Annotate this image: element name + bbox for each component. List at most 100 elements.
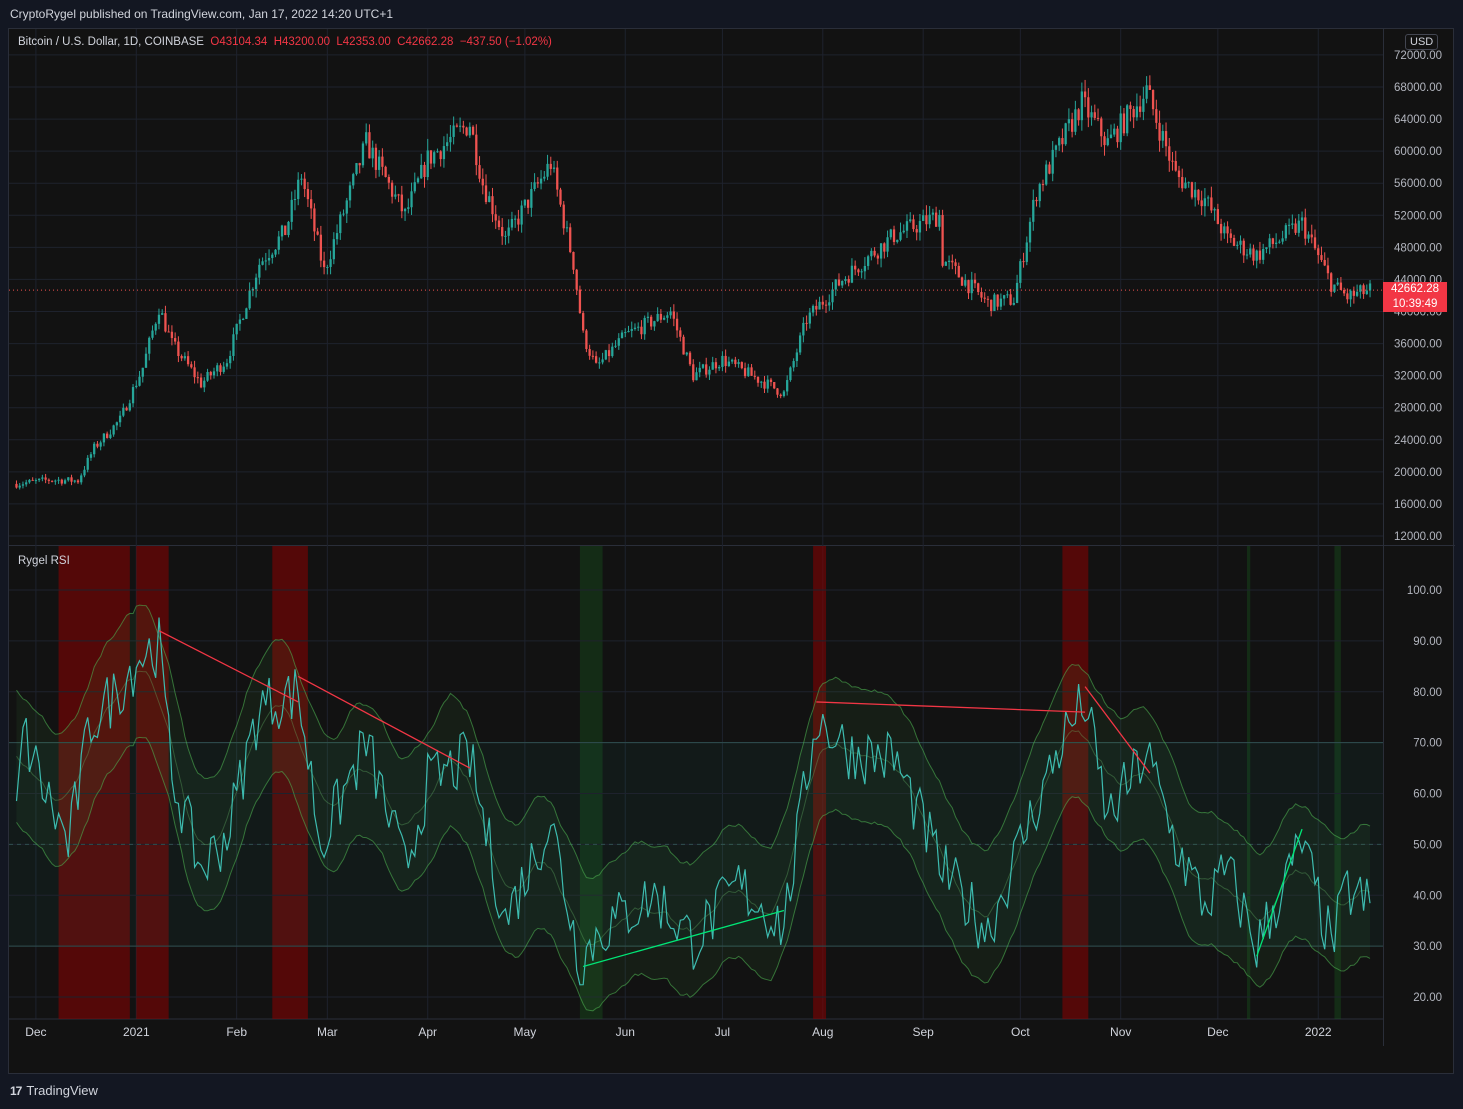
time-axis-label[interactable]: Oct <box>1011 1025 1030 1039</box>
price-axis-label[interactable]: 24000.00 <box>1394 435 1442 447</box>
price-axis-label[interactable]: 32000.00 <box>1394 371 1442 383</box>
time-axis-label[interactable]: 2021 <box>123 1025 150 1039</box>
price-axis-label[interactable]: 68000.00 <box>1394 82 1442 94</box>
candle-body <box>750 367 753 376</box>
candle-body <box>148 337 151 354</box>
price-axis-label[interactable]: 48000.00 <box>1394 242 1442 254</box>
rsi-axis-label[interactable]: 90.00 <box>1413 636 1442 648</box>
price-axis-label[interactable]: 28000.00 <box>1394 403 1442 415</box>
candle-body <box>1009 294 1012 305</box>
candle-body <box>808 312 811 324</box>
candle-body <box>883 243 886 252</box>
candle-body <box>1061 138 1064 145</box>
candle-body <box>1109 134 1113 139</box>
candle-body <box>497 220 501 228</box>
currency-badge[interactable]: USD <box>1405 34 1439 50</box>
candle-body <box>1359 285 1362 292</box>
candle-body <box>329 259 332 267</box>
candle-body <box>1090 112 1093 118</box>
time-axis-label[interactable]: Feb <box>226 1025 247 1039</box>
price-axis-label[interactable]: 72000.00 <box>1394 50 1442 62</box>
candle-body <box>504 235 507 237</box>
candle-body <box>614 345 617 347</box>
candle-body <box>912 219 915 230</box>
time-axis-label[interactable]: Dec <box>1207 1025 1228 1039</box>
candle-body <box>1077 109 1080 121</box>
candle-body <box>433 152 436 164</box>
time-axis-label[interactable]: 2022 <box>1305 1025 1332 1039</box>
overbought-zone <box>1062 546 1089 1019</box>
candle-body <box>656 313 659 322</box>
candle-body <box>300 178 303 180</box>
rsi-axis-label[interactable]: 20.00 <box>1413 992 1442 1004</box>
price-axis-label[interactable]: 64000.00 <box>1394 114 1442 126</box>
candle-body <box>692 364 695 381</box>
price-axis-label[interactable]: 20000.00 <box>1394 467 1442 479</box>
candle-body <box>1206 197 1210 199</box>
symbol-name[interactable]: Bitcoin / U.S. Dollar, 1D, COINBASE <box>18 36 204 48</box>
candle-body <box>1255 250 1258 261</box>
candle-body <box>964 280 967 286</box>
candle-body <box>860 271 863 273</box>
time-axis-label[interactable]: May <box>514 1025 537 1039</box>
time-axis-label[interactable]: Aug <box>812 1025 833 1039</box>
time-axis-label[interactable]: Jun <box>616 1025 635 1039</box>
candle-body <box>582 313 585 331</box>
bar-countdown: 10:39:49 <box>1392 298 1438 310</box>
candle-body <box>484 185 488 203</box>
candle-body <box>1197 189 1200 201</box>
rsi-axis-label[interactable]: 100.00 <box>1407 585 1442 597</box>
candle-body <box>507 227 510 236</box>
price-axis-label[interactable]: 16000.00 <box>1394 499 1442 511</box>
candle-body <box>834 279 837 290</box>
candle-body <box>251 289 255 291</box>
candle-body <box>941 214 944 266</box>
candle-body <box>387 176 391 183</box>
price-axis-label[interactable]: 52000.00 <box>1394 210 1442 222</box>
time-axis-label[interactable]: Dec <box>25 1025 46 1039</box>
candle-body <box>873 250 876 256</box>
candle-body <box>1349 290 1352 300</box>
time-axis-label[interactable]: Mar <box>317 1025 338 1039</box>
candle-body <box>734 359 737 365</box>
rsi-axis-label[interactable]: 50.00 <box>1413 839 1442 851</box>
candle-body <box>102 433 106 443</box>
time-axis-label[interactable]: Sep <box>912 1025 934 1039</box>
candle-body <box>831 289 834 303</box>
candle-body <box>773 381 776 389</box>
candle-body <box>747 367 750 377</box>
last-price-tag: 42662.28 10:39:49 <box>1383 282 1447 312</box>
candle-body <box>1210 197 1213 211</box>
candle-body <box>837 279 841 286</box>
candle-body <box>73 480 76 482</box>
candle-body <box>517 218 520 225</box>
rsi-axis-label[interactable]: 40.00 <box>1413 890 1442 902</box>
rsi-axis-label[interactable]: 70.00 <box>1413 738 1442 750</box>
bullish-divergence-line <box>1256 828 1303 957</box>
candle-body <box>659 313 663 320</box>
candle-body <box>1278 241 1281 243</box>
tradingview-logo[interactable]: 17 TradingView <box>10 1083 98 1098</box>
rsi-axis-label[interactable]: 80.00 <box>1413 687 1442 699</box>
chart-canvas[interactable]: Dec 2021 Feb Mar Apr May Jun Jul Aug Sep Oct Nov Dec… <box>9 29 1455 1075</box>
time-axis-label[interactable]: Jul <box>715 1025 730 1039</box>
price-axis-label[interactable]: 12000.00 <box>1394 531 1442 543</box>
indicator-title[interactable]: Rygel RSI <box>18 555 70 567</box>
candle-body <box>1100 118 1103 137</box>
candle-body <box>811 305 815 313</box>
candle-body <box>1051 149 1054 174</box>
rsi-axis-label[interactable]: 30.00 <box>1413 941 1442 953</box>
candle-body <box>1080 91 1083 121</box>
price-axis-label[interactable]: 36000.00 <box>1394 339 1442 351</box>
rsi-axis-label[interactable]: 60.00 <box>1413 789 1442 801</box>
candle-body <box>1151 90 1155 110</box>
candle-body <box>1119 113 1122 143</box>
candle-body <box>1067 119 1071 124</box>
price-axis-label[interactable]: 56000.00 <box>1394 178 1442 190</box>
price-axis-label[interactable]: 60000.00 <box>1394 146 1442 158</box>
time-axis-label[interactable]: Nov <box>1110 1025 1131 1039</box>
candle-body <box>1015 282 1019 303</box>
chart-frame[interactable]: Dec 2021 Feb Mar Apr May Jun Jul Aug Sep Oct Nov Dec… <box>8 28 1455 1075</box>
candle-body <box>643 317 646 335</box>
time-axis-label[interactable]: Apr <box>418 1025 437 1039</box>
